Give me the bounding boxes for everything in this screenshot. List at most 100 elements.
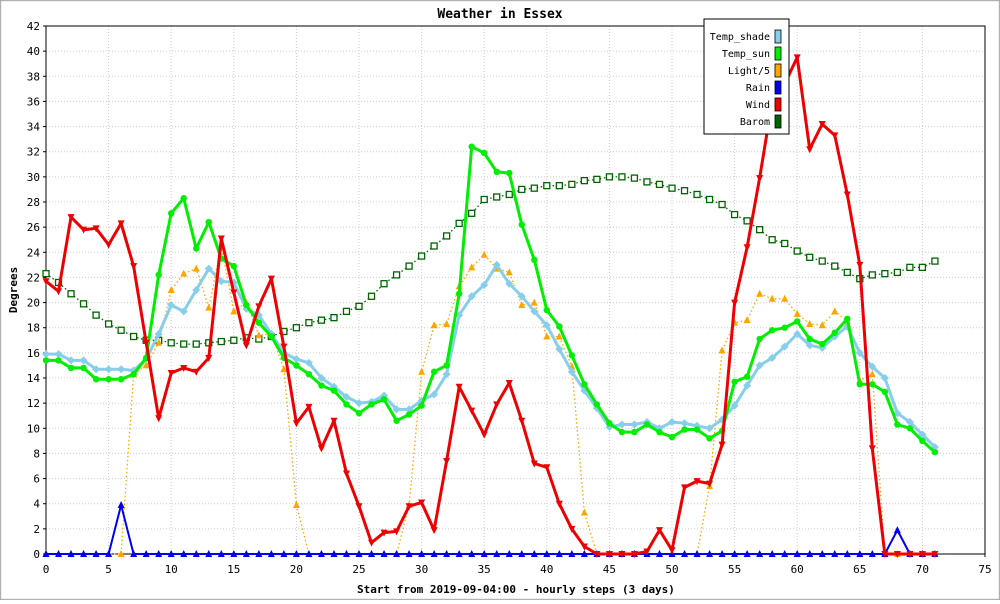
data-point-light-5 [205,303,213,311]
data-point-rain [580,550,588,557]
data-point-light-5 [530,298,538,306]
data-point-light-5 [468,263,476,271]
y-tick-label: 28 [27,196,40,209]
data-point-temp-sun [919,437,926,445]
data-point-rain [818,550,826,557]
data-point-wind [793,54,801,62]
data-point-wind [230,289,238,297]
data-point-barom [818,257,826,265]
data-point-wind [267,275,275,283]
data-point-temp-sun [481,149,488,157]
data-point-rain [781,550,789,557]
data-point-barom [230,336,238,344]
data-point-rain [55,550,63,557]
data-point-barom [480,195,488,204]
data-point-rain [142,550,150,557]
data-point-light-5 [180,269,188,277]
data-point-wind [142,339,150,347]
data-point-wind [155,415,163,423]
data-point-barom [217,337,225,346]
data-point-wind [405,503,413,511]
data-point-temp-sun [343,401,350,408]
data-point-light-5 [718,346,726,354]
y-tick-label: 26 [27,221,40,234]
legend-swatch [774,46,782,61]
x-tick-label: 60 [791,563,804,576]
data-point-rain [756,550,764,557]
data-point-barom [693,190,701,199]
series-line-barom [45,176,936,345]
data-point-wind [655,527,663,535]
data-point-barom [342,307,351,316]
data-point-rain [893,526,901,534]
data-point-wind [130,263,138,271]
data-point-rain [342,550,350,557]
data-point-temp-sun [393,417,400,424]
data-point-rain [655,550,663,557]
data-point-temp-shade [855,348,864,357]
data-point-wind [693,478,701,486]
data-point-wind [330,417,338,425]
data-point-barom [468,209,476,217]
data-point-temp-sun [806,335,813,343]
data-point-barom [643,178,651,186]
data-point-barom [755,226,764,234]
data-point-temp-shade [392,405,401,414]
data-point-light-5 [743,316,751,324]
data-point-barom [655,180,664,189]
data-point-barom [705,195,714,204]
data-point-wind [42,278,50,286]
data-point-temp-sun [230,262,237,270]
data-point-light-5 [155,338,163,346]
data-point-wind [455,383,463,391]
data-point-temp-sun [42,357,50,364]
data-point-barom [430,242,438,250]
data-point-rain [167,550,175,557]
data-point-temp-shade [743,381,752,390]
data-point-wind [80,226,88,234]
data-point-temp-sun [656,428,663,436]
data-point-wind [493,401,501,409]
data-point-wind [518,417,526,425]
data-point-wind [280,343,288,351]
data-point-wind [443,457,451,465]
data-point-wind [105,241,113,249]
data-point-temp-sun [631,428,638,436]
data-point-temp-sun [581,381,588,388]
data-point-temp-sun [681,426,688,433]
data-point-wind [818,121,826,129]
data-point-temp-shade [179,307,188,316]
data-point-wind [418,499,426,507]
data-point-light-5 [768,294,776,302]
data-point-wind [368,539,376,547]
data-point-barom [605,173,614,181]
data-point-wind [706,480,714,488]
data-point-barom [781,239,789,248]
data-point-rain [180,550,188,557]
data-point-temp-sun [355,410,363,417]
data-point-temp-shade [542,321,551,330]
data-point-temp-sun [80,364,87,372]
data-point-temp-shade [905,418,914,426]
data-point-rain [543,550,551,557]
data-point-wind [743,244,751,252]
data-point-temp-sun [693,426,701,433]
data-point-wind [881,551,889,558]
data-point-wind [92,225,100,233]
x-tick-label: 50 [665,563,678,576]
data-point-light-5 [818,321,826,329]
y-tick-label: 16 [27,347,40,360]
data-point-temp-shade [617,420,626,429]
data-point-wind [731,299,739,307]
y-tick-label: 30 [27,171,40,184]
data-point-wind [342,470,350,478]
data-point-rain [743,550,751,557]
data-point-rain [468,550,476,557]
data-point-temp-sun [506,169,513,177]
data-point-light-5 [280,365,288,373]
data-point-rain [67,550,75,557]
data-point-light-5 [806,319,814,327]
data-point-wind [681,484,689,492]
data-point-rain [568,550,576,557]
x-tick-label: 25 [352,563,365,576]
